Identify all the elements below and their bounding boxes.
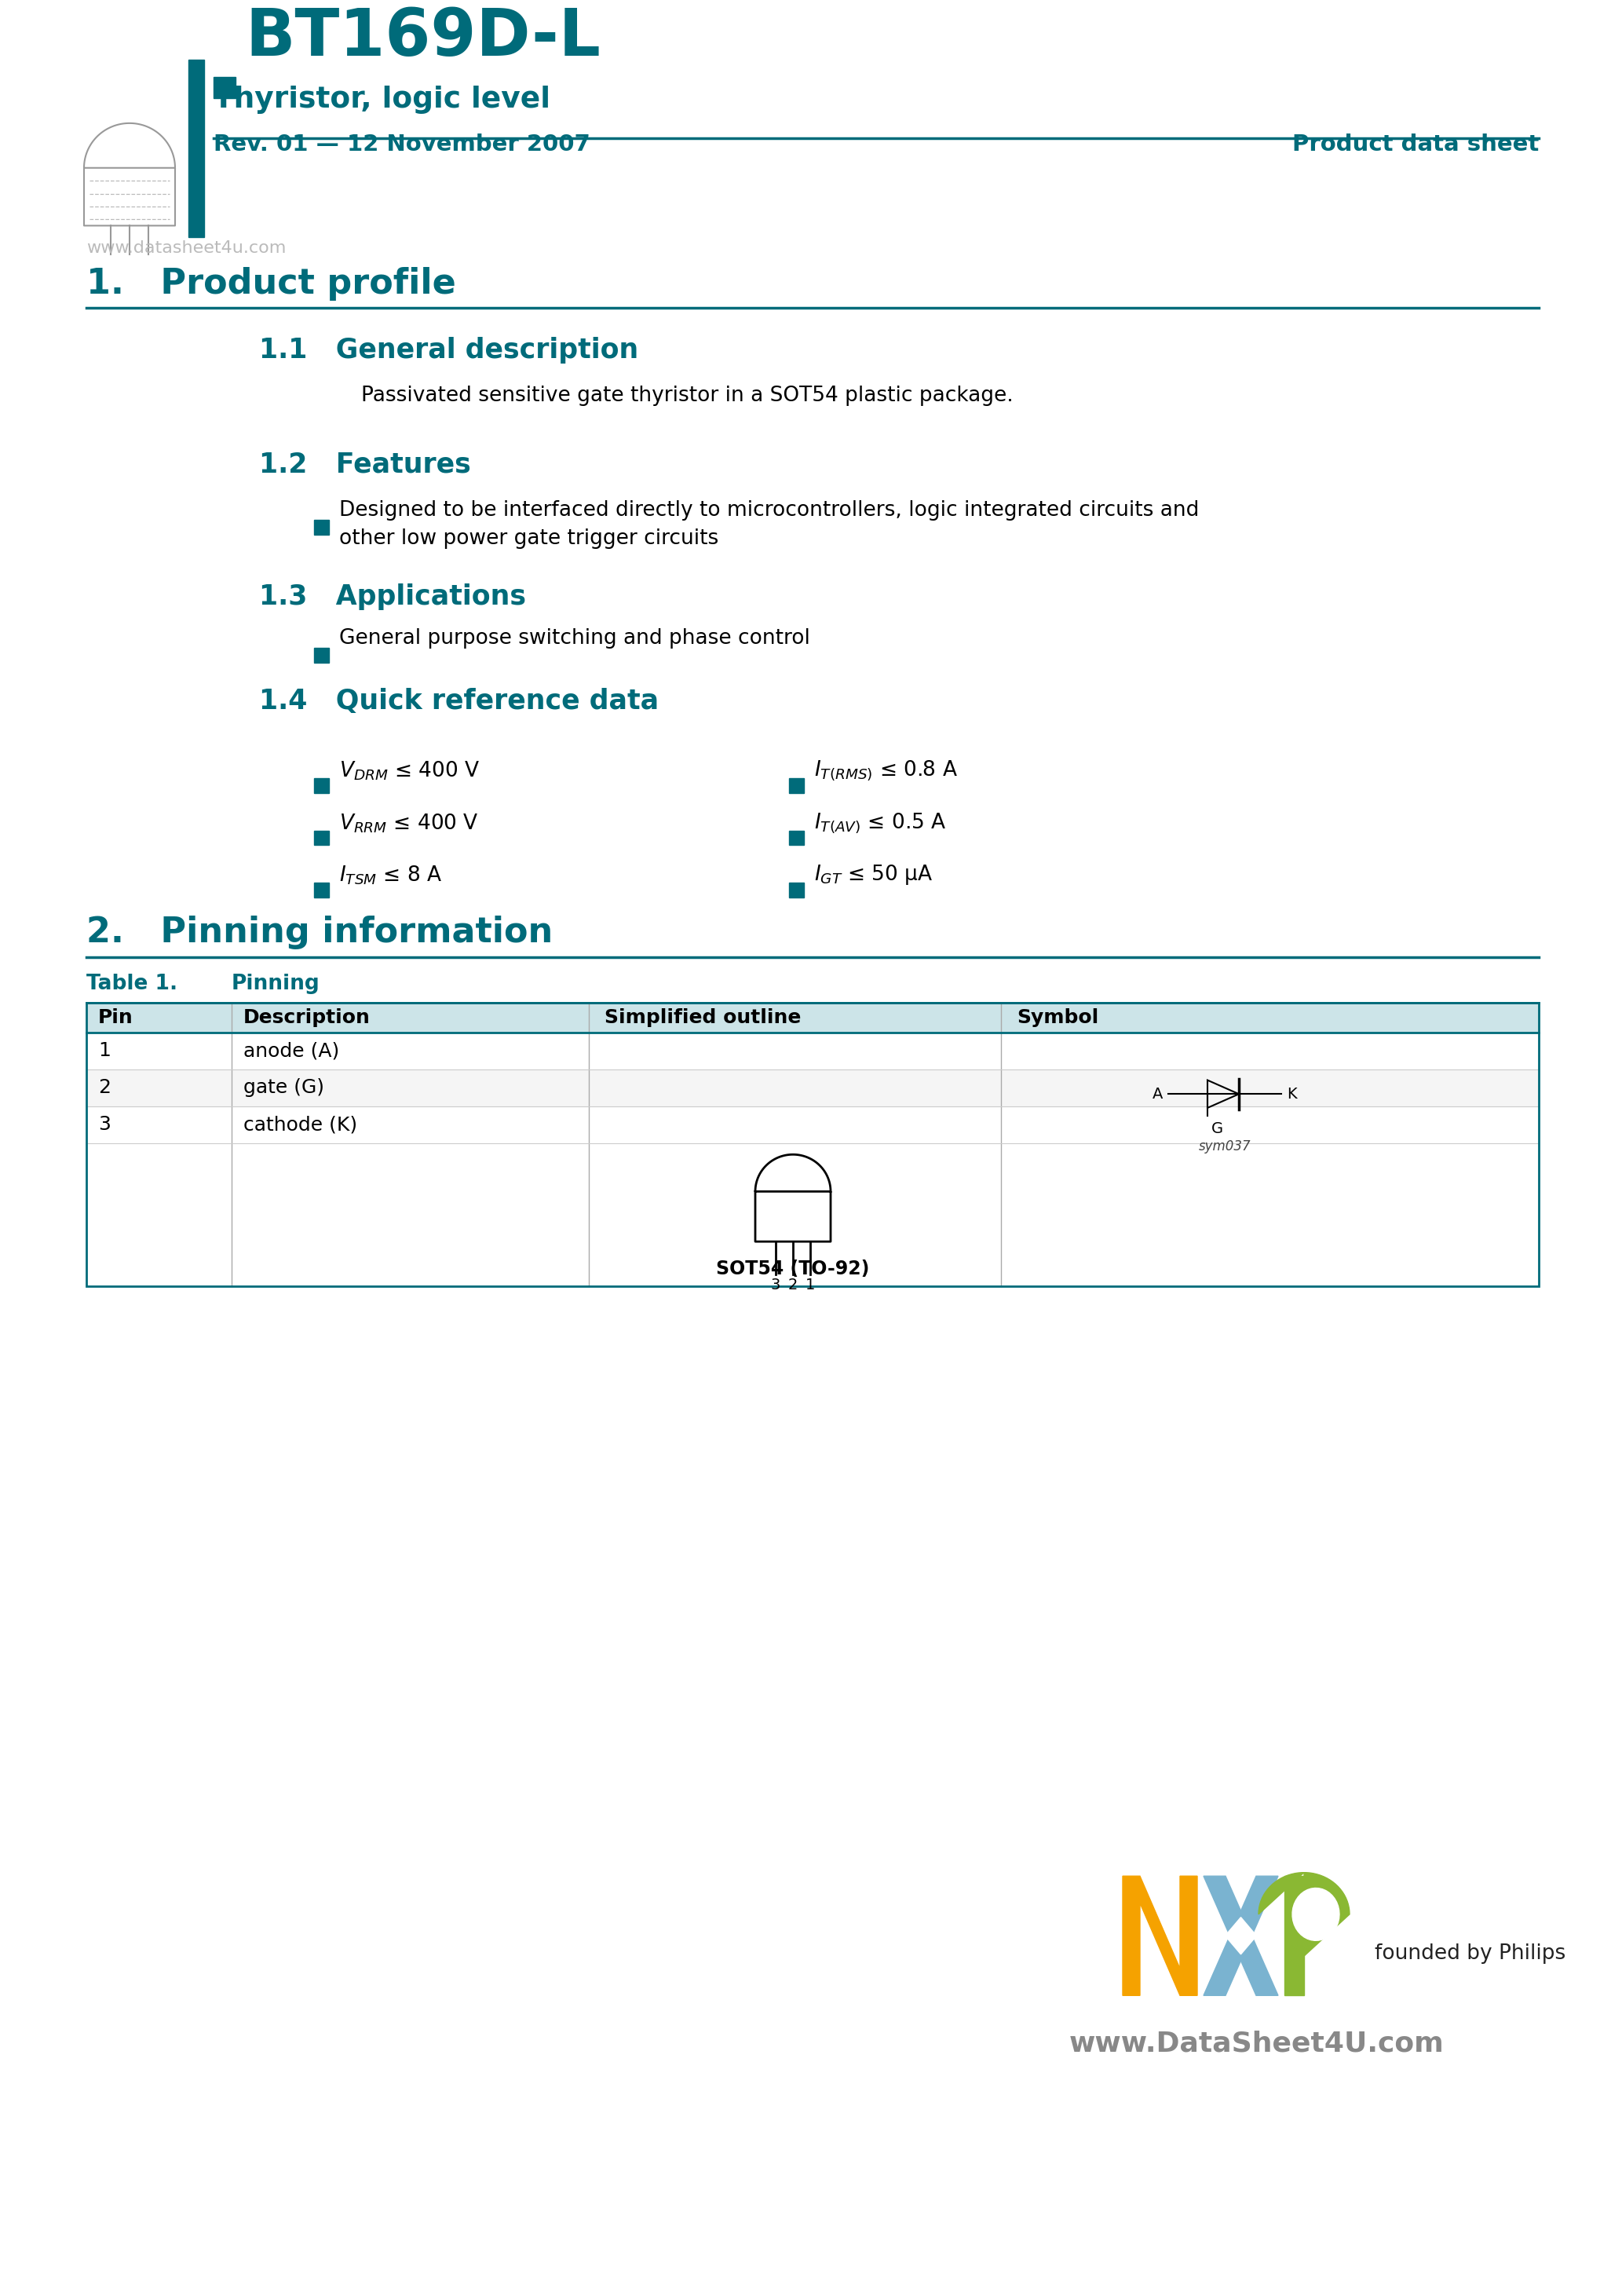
Text: other low power gate trigger circuits: other low power gate trigger circuits xyxy=(339,528,719,549)
Text: $I_{T(RMS)}$ ≤ 0.8 A: $I_{T(RMS)}$ ≤ 0.8 A xyxy=(814,758,957,783)
Text: $V_{RRM}$ ≤ 400 V: $V_{RRM}$ ≤ 400 V xyxy=(339,813,478,833)
Bar xyxy=(315,647,329,664)
Text: K: K xyxy=(1286,1086,1296,1102)
Text: gate (G): gate (G) xyxy=(243,1079,324,1097)
Text: $I_{T(AV)}$ ≤ 0.5 A: $I_{T(AV)}$ ≤ 0.5 A xyxy=(814,810,946,833)
Polygon shape xyxy=(1122,1876,1197,1995)
Text: SOT54 (TO-92): SOT54 (TO-92) xyxy=(717,1258,869,1279)
Text: Symbol: Symbol xyxy=(1017,1008,1098,1026)
Text: Simplified outline: Simplified outline xyxy=(605,1008,801,1026)
Bar xyxy=(788,884,805,898)
Bar xyxy=(788,778,805,792)
Text: 1.4   Quick reference data: 1.4 Quick reference data xyxy=(260,689,659,714)
Text: founded by Philips: founded by Philips xyxy=(1375,1942,1565,1963)
Text: anode (A): anode (A) xyxy=(243,1042,339,1061)
Bar xyxy=(315,778,329,792)
Text: Rev. 01 — 12 November 2007: Rev. 01 — 12 November 2007 xyxy=(214,133,590,156)
Text: 1.   Product profile: 1. Product profile xyxy=(86,266,456,301)
Text: 1: 1 xyxy=(99,1042,110,1061)
Text: Pinning: Pinning xyxy=(232,974,320,994)
Bar xyxy=(214,78,235,99)
Text: $V_{DRM}$ ≤ 400 V: $V_{DRM}$ ≤ 400 V xyxy=(339,760,480,783)
Text: Thyristor, logic level: Thyristor, logic level xyxy=(214,85,550,115)
Bar xyxy=(788,831,805,845)
Polygon shape xyxy=(1259,1874,1350,1956)
Text: 2: 2 xyxy=(99,1079,110,1097)
Polygon shape xyxy=(1204,1876,1278,1995)
Bar xyxy=(315,831,329,845)
Bar xyxy=(315,884,329,898)
Text: General purpose switching and phase control: General purpose switching and phase cont… xyxy=(339,629,809,650)
Text: BT169D-L: BT169D-L xyxy=(245,5,600,69)
Text: Designed to be interfaced directly to microcontrollers, logic integrated circuit: Designed to be interfaced directly to mi… xyxy=(339,501,1199,521)
Text: Description: Description xyxy=(243,1008,370,1026)
Text: 1.3   Applications: 1.3 Applications xyxy=(260,583,526,611)
Text: Product data sheet: Product data sheet xyxy=(1293,133,1539,156)
Bar xyxy=(86,1070,1539,1107)
Text: 3: 3 xyxy=(99,1116,110,1134)
Bar xyxy=(86,1003,1539,1033)
Text: www.datasheet4u.com: www.datasheet4u.com xyxy=(86,241,285,255)
Polygon shape xyxy=(1285,1876,1304,1995)
Text: 2: 2 xyxy=(788,1279,798,1293)
Text: 1.1   General description: 1.1 General description xyxy=(260,338,639,363)
Text: www.DataSheet4U.com: www.DataSheet4U.com xyxy=(1069,2030,1444,2057)
Polygon shape xyxy=(1225,1917,1257,1954)
Text: 1: 1 xyxy=(806,1279,816,1293)
Text: Passivated sensitive gate thyristor in a SOT54 plastic package.: Passivated sensitive gate thyristor in a… xyxy=(362,386,1014,406)
Text: $I_{GT}$ ≤ 50 μA: $I_{GT}$ ≤ 50 μA xyxy=(814,863,933,886)
Polygon shape xyxy=(1204,1876,1278,1995)
Text: 2.   Pinning information: 2. Pinning information xyxy=(86,916,553,948)
Text: $I_{TSM}$ ≤ 8 A: $I_{TSM}$ ≤ 8 A xyxy=(339,863,443,886)
Text: sym037: sym037 xyxy=(1199,1139,1251,1153)
Polygon shape xyxy=(1293,1887,1340,1940)
Text: Table 1.: Table 1. xyxy=(86,974,177,994)
Bar xyxy=(86,1003,1539,1286)
Text: cathode (K): cathode (K) xyxy=(243,1116,357,1134)
Bar xyxy=(315,519,329,535)
Text: 1.2   Features: 1.2 Features xyxy=(260,450,470,478)
Text: Pin: Pin xyxy=(99,1008,133,1026)
Text: 3: 3 xyxy=(770,1279,780,1293)
Text: A: A xyxy=(1153,1086,1163,1102)
Text: G: G xyxy=(1212,1120,1223,1137)
Bar xyxy=(188,60,204,236)
